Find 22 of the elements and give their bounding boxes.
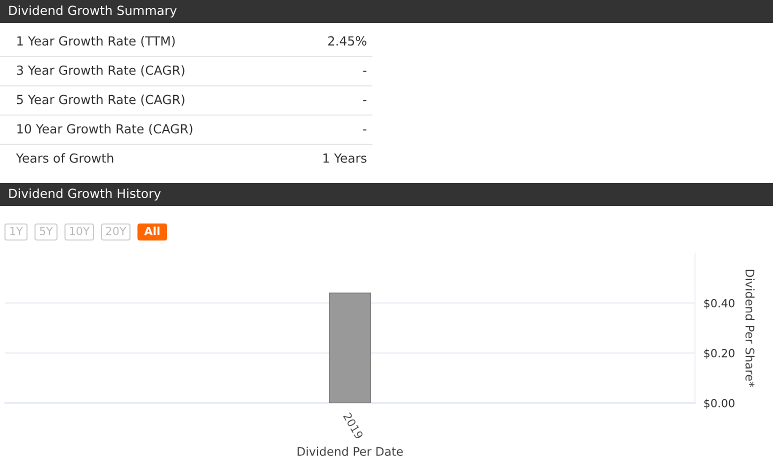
- y-tick-label: $0.00: [704, 398, 734, 409]
- text: 10 Year Growth Rate (CAGR): [17, 124, 192, 135]
- text: Dividend Growth Summary: [9, 5, 177, 18]
- text: 10Y: [70, 226, 90, 236]
- text: 3 Year Growth Rate (CAGR): [16, 65, 184, 76]
- text: -: [363, 129, 366, 130]
- y-tick-label: $0.20: [704, 348, 734, 359]
- text: All: [144, 226, 160, 236]
- text: 1 Years: [323, 154, 366, 163]
- x-axis-title: Dividend Per Date: [298, 446, 403, 456]
- y-axis-title: Dividend Per Share*: [745, 270, 755, 387]
- text: 1Y: [10, 226, 23, 236]
- text: -: [363, 100, 366, 102]
- text: -: [363, 70, 366, 72]
- text: 1 Year Growth Rate (TTM): [17, 36, 175, 48]
- text: 5 Year Growth Rate (CAGR): [16, 94, 184, 106]
- text: 20Y: [106, 226, 126, 236]
- chart-title: Dividend Growth History: [9, 188, 161, 201]
- y-tick-label: $0.40: [704, 298, 734, 309]
- text: 5Y: [40, 226, 53, 236]
- text: 2.45%: [328, 36, 366, 46]
- text: Years of Growth: [16, 153, 114, 163]
